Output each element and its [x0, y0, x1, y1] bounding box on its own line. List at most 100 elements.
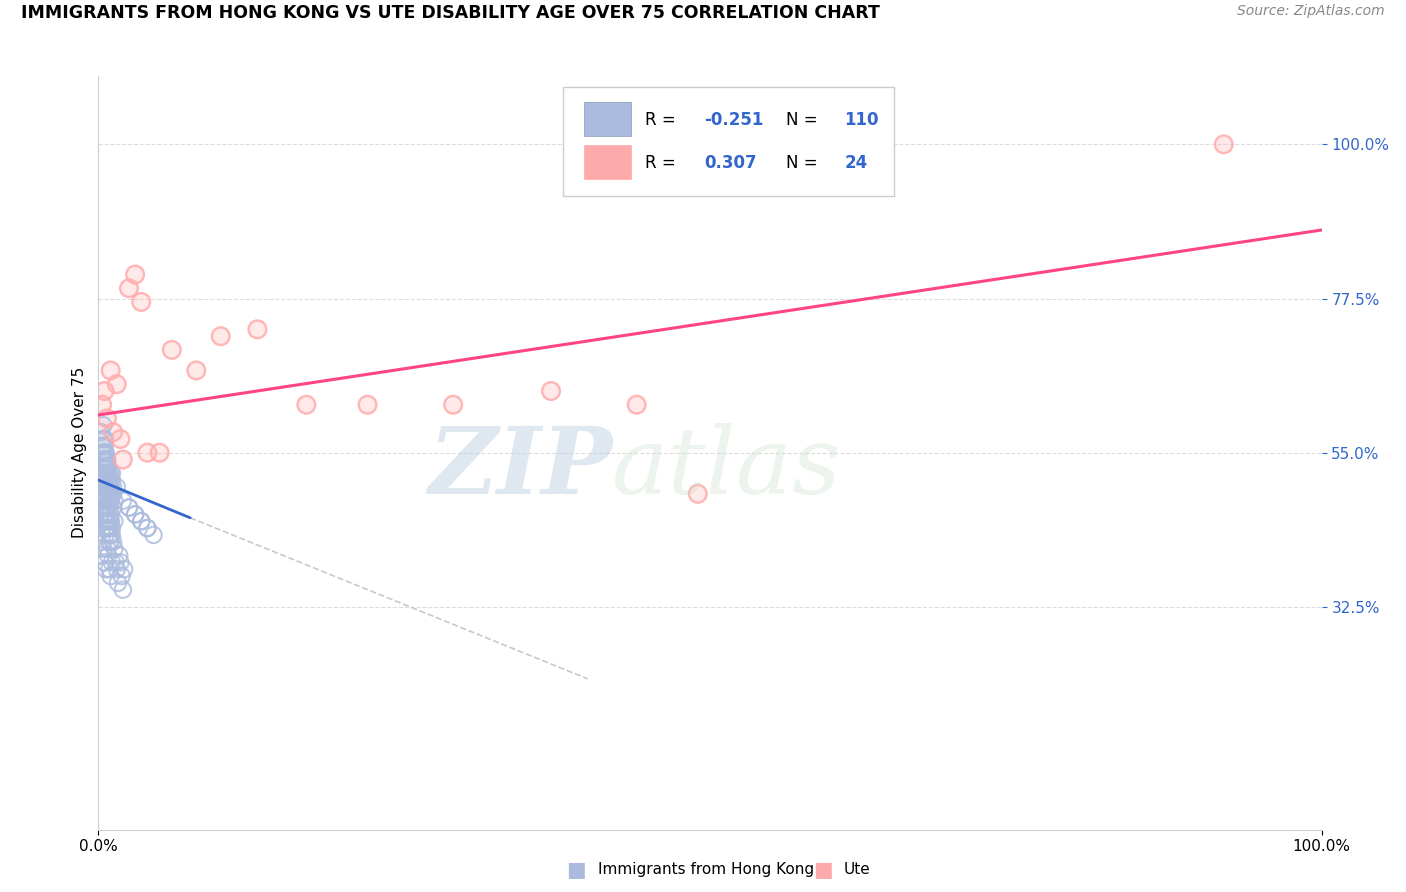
- Point: [94, 493, 117, 508]
- Point: [103, 541, 125, 556]
- Point: [101, 487, 124, 501]
- Point: [101, 521, 124, 535]
- Point: [209, 329, 232, 343]
- Text: 24: 24: [845, 153, 868, 171]
- Point: [98, 521, 121, 535]
- Point: [97, 480, 120, 494]
- Point: [91, 418, 114, 433]
- Point: [626, 398, 648, 412]
- Point: [96, 508, 118, 522]
- Point: [142, 528, 165, 542]
- Point: [96, 452, 118, 467]
- Point: [98, 528, 121, 542]
- Point: [97, 459, 120, 474]
- Text: R =: R =: [645, 111, 681, 128]
- Point: [93, 480, 115, 494]
- Point: [540, 384, 562, 398]
- Point: [124, 508, 146, 522]
- Point: [94, 480, 117, 494]
- Point: [101, 487, 124, 501]
- Point: [91, 445, 114, 460]
- Point: [124, 268, 146, 282]
- Point: [93, 508, 115, 522]
- Point: [90, 467, 112, 481]
- Point: [90, 480, 112, 494]
- Point: [356, 398, 378, 412]
- Point: [93, 432, 115, 446]
- Point: [97, 467, 120, 481]
- Point: [111, 493, 134, 508]
- Point: [96, 467, 118, 481]
- Point: [91, 493, 114, 508]
- Point: [100, 514, 122, 528]
- Point: [93, 439, 115, 453]
- Point: [93, 445, 115, 460]
- Point: [100, 480, 122, 494]
- Point: [96, 467, 118, 481]
- Text: 110: 110: [845, 111, 879, 128]
- Point: [441, 398, 464, 412]
- Point: [93, 487, 115, 501]
- Point: [98, 480, 121, 494]
- Point: [96, 500, 118, 515]
- Point: [104, 555, 127, 569]
- Point: [108, 549, 131, 563]
- Point: [246, 322, 269, 336]
- Point: [129, 514, 152, 528]
- Point: [97, 459, 120, 474]
- Point: [94, 473, 117, 487]
- Point: [90, 480, 112, 494]
- Text: ■: ■: [567, 860, 586, 880]
- Point: [101, 500, 124, 515]
- Point: [96, 452, 118, 467]
- Point: [111, 569, 134, 583]
- Point: [107, 575, 129, 590]
- Point: [91, 439, 114, 453]
- Point: [136, 521, 159, 535]
- Point: [94, 508, 117, 522]
- Point: [97, 549, 120, 563]
- Point: [97, 467, 120, 481]
- Text: 0.307: 0.307: [704, 153, 756, 171]
- Point: [93, 514, 115, 528]
- Point: [100, 493, 122, 508]
- Point: [91, 493, 114, 508]
- Point: [686, 487, 709, 501]
- Point: [100, 534, 122, 549]
- Point: [98, 480, 121, 494]
- Point: [124, 508, 146, 522]
- Text: -0.251: -0.251: [704, 111, 763, 128]
- Point: [101, 555, 124, 569]
- Point: [94, 452, 117, 467]
- Point: [100, 493, 122, 508]
- Point: [93, 467, 115, 481]
- Point: [118, 500, 141, 515]
- Point: [129, 514, 152, 528]
- Point: [96, 411, 118, 425]
- Point: [97, 480, 120, 494]
- FancyBboxPatch shape: [564, 87, 894, 196]
- Point: [101, 473, 124, 487]
- Point: [91, 445, 114, 460]
- Point: [94, 452, 117, 467]
- Point: [93, 384, 115, 398]
- Point: [91, 398, 114, 412]
- Point: [186, 363, 208, 377]
- Point: [101, 467, 124, 481]
- Bar: [583, 145, 630, 179]
- Point: [160, 343, 183, 357]
- Point: [101, 425, 124, 439]
- Point: [1212, 137, 1234, 152]
- Point: [90, 500, 112, 515]
- Point: [96, 514, 118, 528]
- Point: [101, 528, 124, 542]
- Point: [118, 281, 141, 295]
- Point: [98, 562, 121, 576]
- Point: [90, 480, 112, 494]
- Point: [110, 432, 132, 446]
- Point: [246, 322, 269, 336]
- Point: [91, 541, 114, 556]
- Point: [101, 473, 124, 487]
- Text: N =: N =: [786, 153, 823, 171]
- Point: [100, 480, 122, 494]
